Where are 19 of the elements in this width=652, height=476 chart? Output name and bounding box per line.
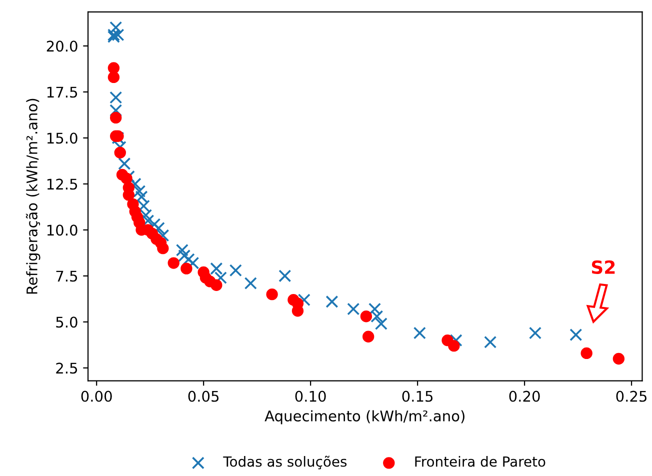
y-tick-label: 5.0 (56, 316, 78, 328)
annotation: S2 (592, 260, 615, 274)
y-tick-label: 12.5 (47, 178, 78, 190)
x-tick-label: 0.15 (402, 390, 433, 402)
legend-label: Fronteira de Pareto (415, 456, 546, 467)
y-tick-label: 2.5 (56, 362, 78, 374)
y-tick-label: 7.5 (56, 270, 78, 282)
x-tick-label: 0.20 (509, 390, 540, 402)
x-axis-title: Aquecimento (kWh/m².ano) (264, 410, 464, 424)
y-tick-label: 10.0 (47, 224, 78, 236)
x-tick-label: 0.00 (81, 390, 112, 402)
x-tick-label: 0.25 (616, 390, 646, 402)
legend-label: Todas as soluções (223, 456, 347, 470)
y-axis-title: Refrigeração (kWh/m².ano) (26, 98, 40, 294)
y-tick-label: 15.0 (47, 132, 78, 144)
y-tick-label: 17.5 (47, 86, 78, 98)
y-tick-label: 20.0 (46, 40, 78, 52)
x-tick-label: 0.10 (295, 390, 326, 402)
x-tick-label: 0.05 (188, 390, 219, 402)
